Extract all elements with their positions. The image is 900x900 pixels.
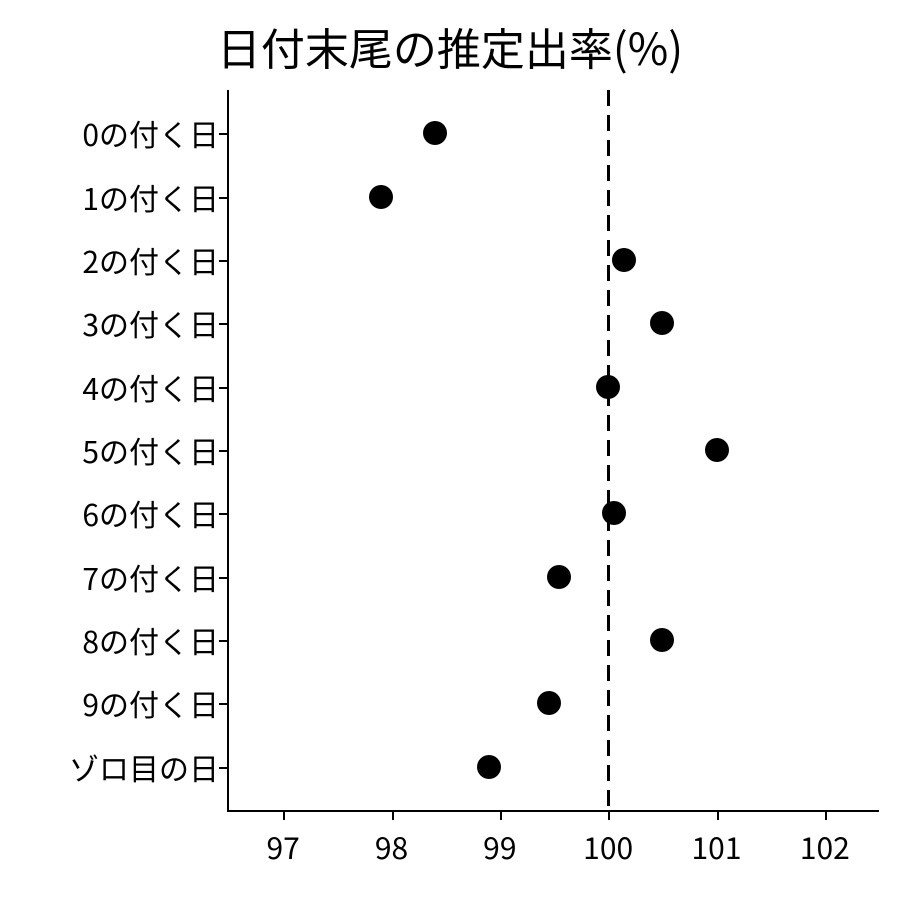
data-point xyxy=(650,311,674,335)
data-point xyxy=(602,501,626,525)
y-axis-label: 1の付く日 xyxy=(82,175,229,219)
y-axis-label: 3の付く日 xyxy=(82,301,229,345)
data-point xyxy=(423,121,447,145)
y-axis-label: 8の付く日 xyxy=(82,618,229,662)
y-axis-label: 0の付く日 xyxy=(82,111,229,155)
x-axis-label: 97 xyxy=(267,810,300,868)
y-axis-label: 9の付く日 xyxy=(82,681,229,725)
data-point xyxy=(477,755,501,779)
data-point xyxy=(705,438,729,462)
y-axis-label: 5の付く日 xyxy=(82,428,229,472)
y-axis-label: 2の付く日 xyxy=(82,238,229,282)
x-axis-label: 101 xyxy=(692,810,742,868)
data-point xyxy=(650,628,674,652)
y-axis-label: ゾロ目の日 xyxy=(69,745,229,789)
data-point xyxy=(547,565,571,589)
chart-container: 日付末尾の推定出率(%) 0の付く日1の付く日2の付く日3の付く日4の付く日5の… xyxy=(0,0,900,900)
y-axis-label: 6の付く日 xyxy=(82,491,229,535)
x-axis-label: 102 xyxy=(800,810,850,868)
x-axis-label: 98 xyxy=(375,810,408,868)
data-point xyxy=(612,248,636,272)
data-point xyxy=(369,185,393,209)
x-axis-label: 100 xyxy=(583,810,633,868)
y-axis-label: 7の付く日 xyxy=(82,555,229,599)
data-point xyxy=(537,691,561,715)
data-point xyxy=(596,375,620,399)
plot-area: 0の付く日1の付く日2の付く日3の付く日4の付く日5の付く日6の付く日7の付く日… xyxy=(227,90,879,812)
x-axis-label: 99 xyxy=(483,810,516,868)
y-axis-label: 4の付く日 xyxy=(82,365,229,409)
chart-title: 日付末尾の推定出率(%) xyxy=(217,14,683,78)
